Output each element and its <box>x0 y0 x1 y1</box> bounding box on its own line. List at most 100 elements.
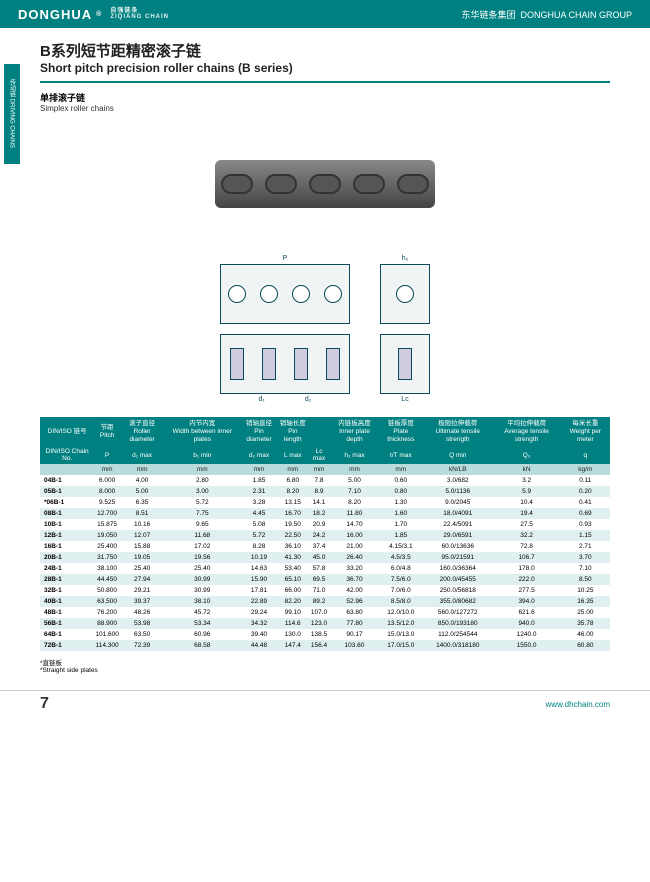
table-cell: 8.50 <box>561 574 610 585</box>
table-cell: 222.0 <box>493 574 561 585</box>
table-cell: 101.600 <box>94 629 120 640</box>
table-cell: 08B-1 <box>40 508 94 519</box>
table-cell: 8.5/8.0 <box>379 596 423 607</box>
table-cell: 7.8 <box>308 475 331 486</box>
table-row: 72B-1114.30072.3968.5844.48147.4156.4103… <box>40 640 610 651</box>
table-cell: 26.40 <box>330 552 378 563</box>
table-cell: 8.9 <box>308 486 331 497</box>
table-cell: 15.90 <box>240 574 278 585</box>
table-cell: 560.0/127272 <box>423 607 493 618</box>
table-subheader: Q min <box>423 446 493 464</box>
table-cell: 8.20 <box>278 486 308 497</box>
table-header: 节距Pitch <box>94 417 120 446</box>
table-cell: 44.450 <box>94 574 120 585</box>
table-cell: 13.5/12.0 <box>379 618 423 629</box>
table-cell: 77.80 <box>330 618 378 629</box>
table-header: 平均拉伸载荷Average tensile strength <box>493 417 561 446</box>
table-subheader: DIN/ISO Chain No. <box>40 446 94 464</box>
table-cell: 19.50 <box>278 519 308 530</box>
table-cell: 103.60 <box>330 640 378 651</box>
product-photo <box>40 119 610 249</box>
table-cell: 16.35 <box>561 596 610 607</box>
table-cell: 19.050 <box>94 530 120 541</box>
table-cell: 16B-1 <box>40 541 94 552</box>
table-cell: 60.0/13636 <box>423 541 493 552</box>
table-cell: 27.94 <box>120 574 165 585</box>
table-row: 28B-144.45027.9430.9915.9065.1069.536.70… <box>40 574 610 585</box>
table-cell: 147.4 <box>278 640 308 651</box>
table-cell: 63.80 <box>330 607 378 618</box>
table-cell: 53.40 <box>278 563 308 574</box>
table-subheader: Q₀ <box>493 446 561 464</box>
table-cell: 0.60 <box>379 475 423 486</box>
table-cell: 0.69 <box>561 508 610 519</box>
table-cell: 8.000 <box>94 486 120 497</box>
table-cell: 6.35 <box>120 497 165 508</box>
table-cell: 16.70 <box>278 508 308 519</box>
table-cell: 940.0 <box>493 618 561 629</box>
spec-table: DIN/ISO 链号节距Pitch滚子直径Roller diameter内节内宽… <box>40 417 610 651</box>
table-cell: 7.5/6.0 <box>379 574 423 585</box>
title-en: Short pitch precision roller chains (B s… <box>40 61 610 75</box>
table-cell: 88.900 <box>94 618 120 629</box>
table-cell: 24.2 <box>308 530 331 541</box>
table-cell: 25.400 <box>94 541 120 552</box>
table-cell: 0.80 <box>379 486 423 497</box>
table-cell: 10.25 <box>561 585 610 596</box>
table-cell: 36.70 <box>330 574 378 585</box>
table-cell: 38.100 <box>94 563 120 574</box>
table-unit: mm <box>308 464 331 475</box>
table-subheader: b₁ min <box>164 446 240 464</box>
table-cell: 24B-1 <box>40 563 94 574</box>
table-cell: 394.0 <box>493 596 561 607</box>
table-cell: 355.0/80682 <box>423 596 493 607</box>
table-cell: 19.4 <box>493 508 561 519</box>
table-cell: 22.50 <box>278 530 308 541</box>
table-cell: 48B-1 <box>40 607 94 618</box>
table-cell: 32B-1 <box>40 585 94 596</box>
table-cell: 4.5/3.5 <box>379 552 423 563</box>
table-cell: 18.0/4091 <box>423 508 493 519</box>
table-cell: 4.00 <box>120 475 165 486</box>
table-cell: 39.37 <box>120 596 165 607</box>
table-cell: 25.40 <box>120 563 165 574</box>
company-name: 东华链条集团 DONGHUA CHAIN GROUP <box>461 8 632 21</box>
table-cell: 29.24 <box>240 607 278 618</box>
table-row: 56B-188.90053.9853.3434.32114.6123.077.8… <box>40 618 610 629</box>
table-cell: 30.99 <box>164 574 240 585</box>
table-subheader: d₁ max <box>120 446 165 464</box>
table-cell: 6.0/4.8 <box>379 563 423 574</box>
table-cell: 14.70 <box>330 519 378 530</box>
table-cell: 72.39 <box>120 640 165 651</box>
table-cell: 90.17 <box>330 629 378 640</box>
table-cell: 10.19 <box>240 552 278 563</box>
table-cell: 50.800 <box>94 585 120 596</box>
table-cell: 89.2 <box>308 596 331 607</box>
table-row: 16B-125.40015.8817.028.2836.1037.421.004… <box>40 541 610 552</box>
table-row: 08B-112.7008.517.754.4516.7018.211.801.6… <box>40 508 610 519</box>
table-cell: 12.07 <box>120 530 165 541</box>
table-cell: 7.75 <box>164 508 240 519</box>
table-unit: mm <box>278 464 308 475</box>
table-cell: 05B-1 <box>40 486 94 497</box>
table-subheader: h₂ max <box>330 446 378 464</box>
table-cell: 31.750 <box>94 552 120 563</box>
table-cell: 0.11 <box>561 475 610 486</box>
table-cell: 3.00 <box>164 486 240 497</box>
table-cell: 36.10 <box>278 541 308 552</box>
table-cell: 10.4 <box>493 497 561 508</box>
table-cell: 160.0/36364 <box>423 563 493 574</box>
table-cell: 66.00 <box>278 585 308 596</box>
table-cell: 64B-1 <box>40 629 94 640</box>
table-cell: 68.58 <box>164 640 240 651</box>
table-cell: 19.05 <box>120 552 165 563</box>
table-cell: 9.525 <box>94 497 120 508</box>
table-cell: 60.96 <box>164 629 240 640</box>
table-header: 内节内宽Width between inner plates <box>164 417 240 446</box>
table-unit: mm <box>120 464 165 475</box>
content: B系列短节距精密滚子链 Short pitch precision roller… <box>0 28 650 682</box>
table-cell: 5.72 <box>240 530 278 541</box>
table-cell: 17.02 <box>164 541 240 552</box>
table-cell: 16.00 <box>330 530 378 541</box>
table-cell: 10B-1 <box>40 519 94 530</box>
